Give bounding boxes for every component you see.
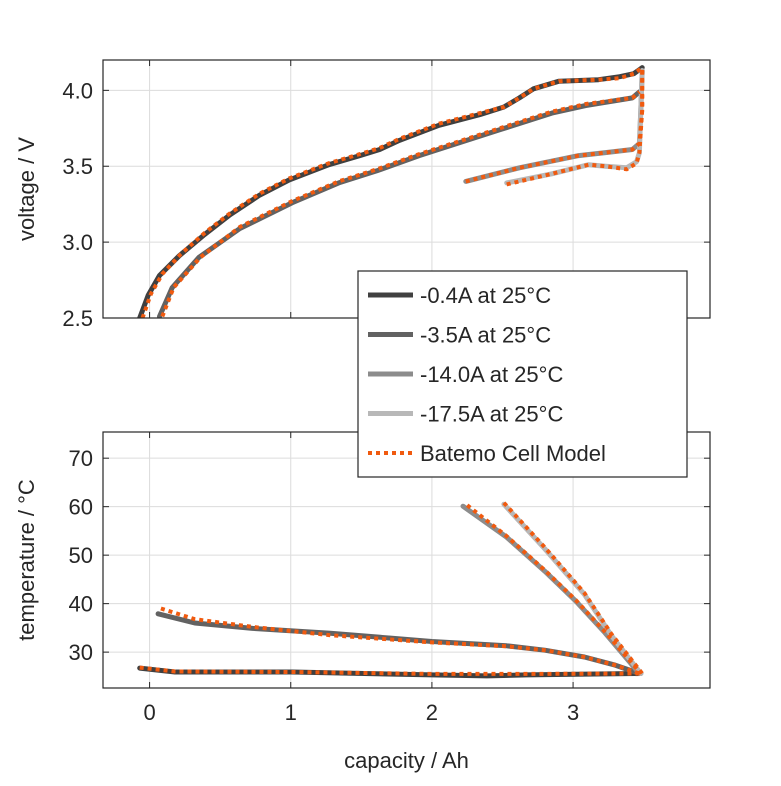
y-tick-label: 4.0	[62, 78, 93, 103]
legend-label: Batemo Cell Model	[420, 441, 606, 466]
legend-label: -3.5A at 25°C	[420, 323, 551, 348]
panel-bottom: 0 1 2 3 30 40 50 60 70 temperature / °C capacity /…	[14, 431, 711, 773]
series-group	[137, 501, 644, 679]
y-tick-label: 50	[69, 543, 93, 568]
model-series-line	[160, 606, 641, 676]
y-tick-label: 40	[69, 592, 93, 617]
y-tick-label: 30	[69, 640, 93, 665]
series-group	[137, 65, 645, 318]
x-axis-label: capacity / Ah	[344, 748, 469, 773]
model-series-line	[140, 65, 644, 318]
x-tick-label: 3	[567, 700, 579, 725]
legend-label: -17.5A at 25°C	[420, 402, 563, 427]
x-tick-label: 1	[285, 700, 297, 725]
legend-label: -0.4A at 25°C	[420, 283, 551, 308]
y-axis-label: temperature / °C	[14, 479, 39, 641]
legend-label: -14.0A at 25°C	[420, 362, 563, 387]
model-series-line	[465, 67, 645, 184]
y-tick-label: 3.0	[62, 230, 93, 255]
y-tick-label: 3.5	[62, 154, 93, 179]
legend: -0.4A at 25°C -3.5A at 25°C -14.0A at 25°C…	[357, 270, 688, 478]
model-series-line	[139, 665, 641, 676]
y-tick-label: 2.5	[62, 306, 93, 331]
model-series-line	[502, 501, 644, 675]
y-tick-label: 70	[69, 446, 93, 471]
y-tick-label: 60	[69, 495, 93, 520]
model-series-line	[465, 503, 643, 675]
y-axis-label: voltage / V	[14, 137, 39, 241]
model-series-line	[160, 90, 641, 318]
model-series-line	[506, 67, 645, 187]
x-tick-label: 2	[426, 700, 438, 725]
x-tick-label: 0	[143, 700, 155, 725]
